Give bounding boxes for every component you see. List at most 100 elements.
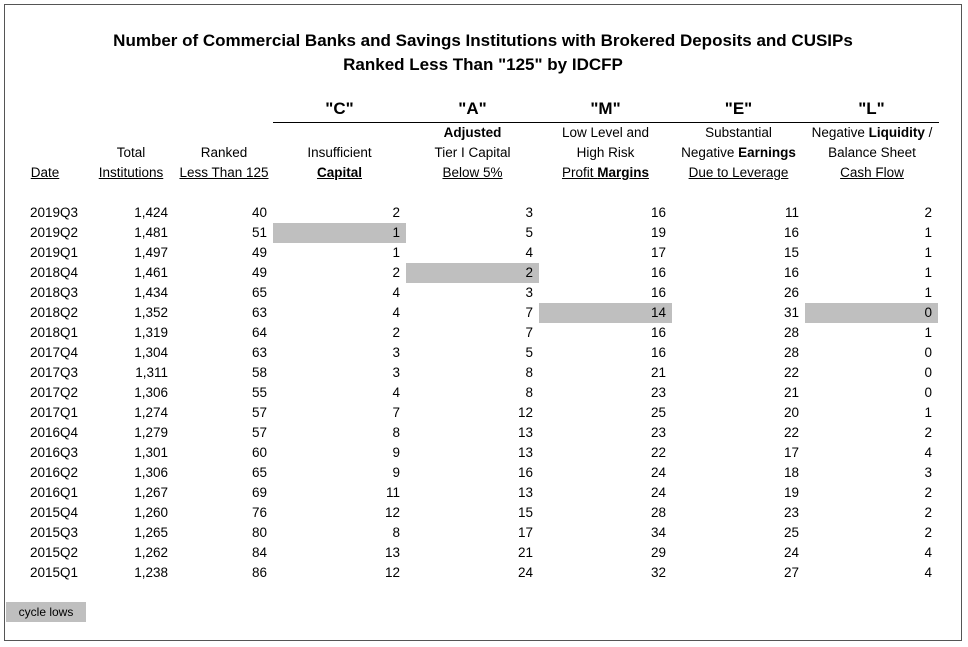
header-l: Negative Liquidity / Balance Sheet Cash … bbox=[800, 123, 944, 183]
table-row: 2017Q3 1,311 58 3 8 21 22 0 bbox=[0, 363, 968, 383]
cell-ranked: 64 bbox=[251, 325, 267, 340]
cell-m: 16 bbox=[650, 325, 666, 340]
cell-total: 1,267 bbox=[134, 485, 168, 500]
cell-ranked: 65 bbox=[251, 465, 267, 480]
cell-a: 7 bbox=[525, 325, 533, 340]
cell-m: 16 bbox=[650, 345, 666, 360]
cell-ranked: 80 bbox=[251, 525, 267, 540]
cell-c: 8 bbox=[392, 525, 400, 540]
header-total: Total Institutions bbox=[88, 143, 174, 183]
cell-a-cycle-low: 2 bbox=[406, 263, 539, 283]
table-row: 2018Q3 1,434 65 4 3 16 26 1 bbox=[0, 283, 968, 303]
cell-e: 24 bbox=[783, 545, 799, 560]
cell-l: 2 bbox=[924, 205, 932, 220]
cell-a: 13 bbox=[517, 485, 533, 500]
cell-m: 28 bbox=[650, 505, 666, 520]
cell-a: 4 bbox=[525, 245, 533, 260]
cell-c: 2 bbox=[392, 325, 400, 340]
cell-m: 16 bbox=[650, 285, 666, 300]
cell-m: 21 bbox=[650, 365, 666, 380]
cell-e: 11 bbox=[784, 205, 799, 220]
header-a-line2: Tier I Capital bbox=[434, 145, 511, 160]
group-letter-l: "L" bbox=[858, 99, 885, 118]
cell-m: 32 bbox=[650, 565, 666, 580]
header-a: Adjusted Tier I Capital Below 5% bbox=[406, 123, 539, 183]
cell-c: 4 bbox=[392, 385, 400, 400]
cell-a: 13 bbox=[517, 425, 533, 440]
cell-m: 24 bbox=[650, 465, 666, 480]
cell-m: 34 bbox=[650, 525, 666, 540]
table-row: 2015Q4 1,260 76 12 15 28 23 2 bbox=[0, 503, 968, 523]
cell-c: 7 bbox=[392, 405, 400, 420]
cell-e: 28 bbox=[783, 325, 799, 340]
cell-c-cycle-low: 1 bbox=[273, 223, 406, 243]
row-date: 2017Q1 bbox=[30, 405, 79, 420]
cell-e: 19 bbox=[783, 485, 799, 500]
chart-frame bbox=[4, 4, 962, 641]
cell-total: 1,304 bbox=[134, 345, 168, 360]
row-date: 2016Q1 bbox=[30, 485, 79, 500]
cell-total: 1,306 bbox=[134, 385, 168, 400]
header-total-line1: Total bbox=[116, 145, 146, 160]
row-date: 2019Q1 bbox=[30, 245, 79, 260]
group-letter-a: "A" bbox=[458, 99, 487, 118]
cell-a: 3 bbox=[525, 285, 533, 300]
header-total-line2: Institutions bbox=[98, 165, 164, 180]
header-e-line2: Negative Earnings bbox=[672, 143, 805, 163]
cell-total: 1,481 bbox=[134, 225, 168, 240]
cell-m: 22 bbox=[650, 445, 666, 460]
table-row: 2015Q2 1,262 84 13 21 29 24 4 bbox=[0, 543, 968, 563]
cell-total: 1,319 bbox=[134, 325, 168, 340]
cell-total: 1,424 bbox=[134, 205, 168, 220]
cell-a: 13 bbox=[517, 445, 533, 460]
header-c-line1: Insufficient bbox=[307, 145, 372, 160]
header-l-line1: Negative Liquidity / bbox=[800, 123, 944, 143]
row-date: 2018Q2 bbox=[30, 305, 79, 320]
cell-e: 31 bbox=[783, 305, 799, 320]
cell-a: 8 bbox=[525, 385, 533, 400]
cell-total: 1,434 bbox=[134, 285, 168, 300]
cell-m: 16 bbox=[650, 205, 666, 220]
cell-l: 0 bbox=[924, 385, 932, 400]
header-c: Insufficient Capital bbox=[273, 143, 406, 183]
cell-ranked: 60 bbox=[251, 445, 267, 460]
cell-m: 17 bbox=[650, 245, 666, 260]
cell-a: 15 bbox=[517, 505, 533, 520]
cell-m: 16 bbox=[650, 265, 666, 280]
cell-ranked: 63 bbox=[251, 345, 267, 360]
row-date: 2015Q1 bbox=[30, 565, 79, 580]
table-row: 2016Q2 1,306 65 9 16 24 18 3 bbox=[0, 463, 968, 483]
cell-e: 28 bbox=[783, 345, 799, 360]
header-a-line1: Adjusted bbox=[443, 125, 502, 140]
cell-l: 4 bbox=[924, 445, 932, 460]
table-row: 2016Q1 1,267 69 11 13 24 19 2 bbox=[0, 483, 968, 503]
cell-e: 22 bbox=[783, 365, 799, 380]
cell-l-cycle-low: 0 bbox=[805, 303, 938, 323]
cell-c: 11 bbox=[385, 485, 400, 500]
cell-total: 1,301 bbox=[134, 445, 168, 460]
legend-cycle-lows: cycle lows bbox=[6, 602, 86, 622]
cell-ranked: 69 bbox=[251, 485, 267, 500]
cell-e: 26 bbox=[783, 285, 799, 300]
cell-ranked: 49 bbox=[251, 245, 267, 260]
header-e: Substantial Negative Earnings Due to Lev… bbox=[672, 123, 805, 183]
cell-total: 1,265 bbox=[134, 525, 168, 540]
cell-ranked: 63 bbox=[251, 305, 267, 320]
row-date: 2017Q2 bbox=[30, 385, 79, 400]
chart-title: Number of Commercial Banks and Savings I… bbox=[113, 31, 853, 50]
table-row: 2018Q4 1,461 49 2 2 16 16 1 bbox=[0, 263, 968, 283]
table-row: 2017Q2 1,306 55 4 8 23 21 0 bbox=[0, 383, 968, 403]
cell-total: 1,352 bbox=[134, 305, 168, 320]
cell-total: 1,497 bbox=[134, 245, 168, 260]
cell-m: 19 bbox=[650, 225, 666, 240]
chart-subtitle: Ranked Less Than "125" by IDCFP bbox=[343, 55, 623, 74]
cell-c: 9 bbox=[392, 445, 400, 460]
cell-l: 4 bbox=[924, 565, 932, 580]
cell-ranked: 40 bbox=[251, 205, 267, 220]
cell-e: 15 bbox=[783, 245, 799, 260]
header-l-line1-a: Negative bbox=[811, 125, 869, 140]
cell-m-cycle-low: 14 bbox=[539, 303, 672, 323]
table-row: 2019Q3 1,424 40 2 3 16 11 2 bbox=[0, 203, 968, 223]
row-date: 2017Q4 bbox=[30, 345, 79, 360]
table-row: 2018Q1 1,319 64 2 7 16 28 1 bbox=[0, 323, 968, 343]
